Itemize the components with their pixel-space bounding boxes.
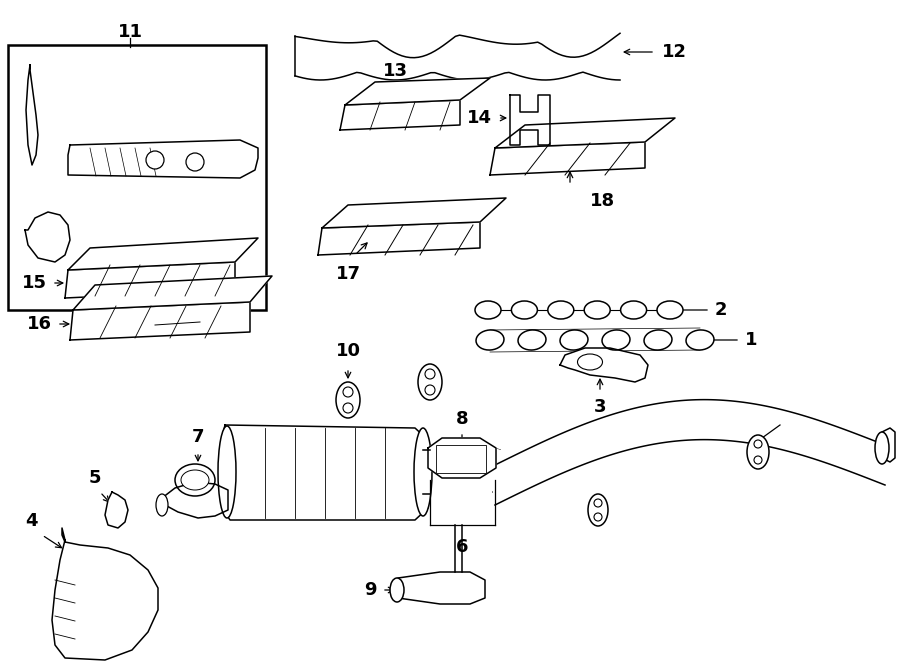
Circle shape <box>594 513 602 521</box>
Ellipse shape <box>418 364 442 400</box>
Ellipse shape <box>644 330 672 350</box>
Ellipse shape <box>390 578 404 602</box>
Text: 18: 18 <box>590 192 615 210</box>
Ellipse shape <box>511 301 537 319</box>
Ellipse shape <box>414 428 432 516</box>
Circle shape <box>594 499 602 507</box>
Circle shape <box>343 403 353 413</box>
Polygon shape <box>395 572 485 604</box>
Circle shape <box>754 456 762 464</box>
Text: 5: 5 <box>89 469 101 487</box>
Polygon shape <box>105 492 128 528</box>
Text: 3: 3 <box>594 398 607 416</box>
Polygon shape <box>495 118 675 148</box>
Polygon shape <box>65 262 235 298</box>
Circle shape <box>146 151 164 169</box>
Ellipse shape <box>175 464 215 496</box>
Ellipse shape <box>657 301 683 319</box>
Ellipse shape <box>336 382 360 418</box>
Text: 1: 1 <box>745 331 758 349</box>
Polygon shape <box>68 140 258 178</box>
Polygon shape <box>70 302 250 340</box>
Polygon shape <box>158 482 228 518</box>
Ellipse shape <box>584 301 610 319</box>
Text: 15: 15 <box>22 274 47 292</box>
Polygon shape <box>52 528 158 660</box>
Ellipse shape <box>548 301 574 319</box>
Circle shape <box>186 153 204 171</box>
Ellipse shape <box>218 426 236 518</box>
Polygon shape <box>428 438 496 478</box>
Text: 7: 7 <box>192 428 204 446</box>
Polygon shape <box>560 348 648 382</box>
Text: 13: 13 <box>382 62 408 80</box>
Polygon shape <box>340 100 460 130</box>
Polygon shape <box>222 425 428 520</box>
Polygon shape <box>318 222 480 255</box>
Ellipse shape <box>156 494 168 516</box>
Text: 2: 2 <box>715 301 727 319</box>
Polygon shape <box>880 428 895 462</box>
Text: 14: 14 <box>467 109 492 127</box>
Ellipse shape <box>588 494 608 526</box>
Text: 8: 8 <box>455 410 468 428</box>
Polygon shape <box>510 95 550 145</box>
Ellipse shape <box>875 432 889 464</box>
Text: 10: 10 <box>336 342 361 360</box>
Ellipse shape <box>476 330 504 350</box>
Text: 6: 6 <box>455 538 468 556</box>
Polygon shape <box>68 238 258 270</box>
Circle shape <box>754 440 762 448</box>
Circle shape <box>425 369 435 379</box>
Ellipse shape <box>578 354 602 370</box>
Ellipse shape <box>747 435 769 469</box>
Ellipse shape <box>181 470 209 490</box>
Ellipse shape <box>518 330 546 350</box>
Ellipse shape <box>686 330 714 350</box>
Circle shape <box>343 387 353 397</box>
Ellipse shape <box>475 301 501 319</box>
Bar <box>8 45 266 310</box>
Polygon shape <box>322 198 506 228</box>
Circle shape <box>425 385 435 395</box>
Text: 9: 9 <box>364 581 377 599</box>
Text: 16: 16 <box>27 315 52 333</box>
Polygon shape <box>26 65 38 165</box>
Ellipse shape <box>602 330 630 350</box>
Polygon shape <box>73 276 272 310</box>
Polygon shape <box>25 212 70 262</box>
Text: 4: 4 <box>25 512 38 530</box>
Ellipse shape <box>621 301 646 319</box>
Text: 17: 17 <box>336 265 361 283</box>
Bar <box>436 445 486 473</box>
Polygon shape <box>490 142 645 175</box>
Ellipse shape <box>560 330 588 350</box>
Text: 12: 12 <box>662 43 687 61</box>
Polygon shape <box>345 78 490 105</box>
Text: 10: 10 <box>762 411 787 429</box>
Text: 11: 11 <box>118 23 142 41</box>
